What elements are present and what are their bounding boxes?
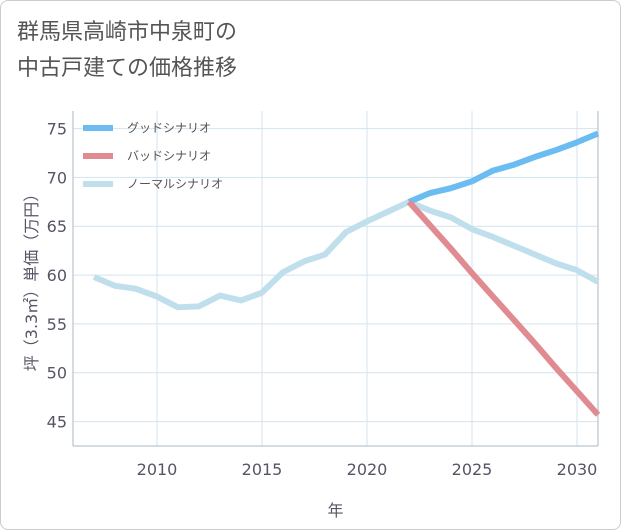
y-tick-label: 65 xyxy=(47,217,67,236)
chart-title: 群馬県高崎市中泉町の 中古戸建ての価格推移 xyxy=(17,20,238,81)
series-line-2 xyxy=(92,198,600,311)
x-axis-label: 年 xyxy=(327,501,343,520)
y-tick-label: 55 xyxy=(47,315,67,334)
series-line-0 xyxy=(407,130,600,205)
x-tick-label: 2015 xyxy=(242,460,283,479)
x-tick-label: 2030 xyxy=(557,460,598,479)
legend-label: バッドシナリオ xyxy=(127,149,211,163)
y-tick-label: 60 xyxy=(47,266,67,285)
x-tick-label: 2020 xyxy=(347,460,388,479)
series-line-1 xyxy=(406,199,601,417)
y-axis-label: 坪（3.3㎡）単価（万円） xyxy=(22,186,41,371)
legend-label: グッドシナリオ xyxy=(127,121,211,135)
y-tick-label: 50 xyxy=(47,364,67,383)
y-tick-label: 75 xyxy=(47,120,67,139)
y-tick-label: 45 xyxy=(47,413,67,432)
x-tick-label: 2025 xyxy=(452,460,493,479)
x-tick-label: 2010 xyxy=(137,460,178,479)
legend-label: ノーマルシナリオ xyxy=(127,177,223,191)
y-tick-label: 70 xyxy=(47,168,67,187)
